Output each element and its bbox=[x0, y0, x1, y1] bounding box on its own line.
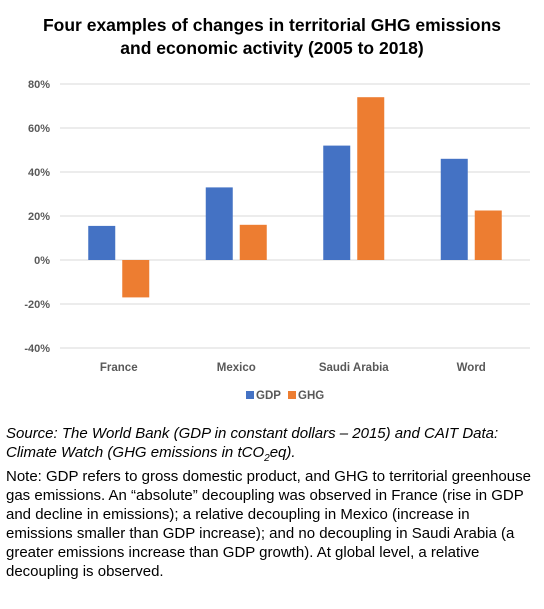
bar-ghg-france bbox=[122, 260, 150, 298]
legend-label-gdp: GDP bbox=[256, 390, 281, 402]
legend-swatch-gdp bbox=[246, 391, 254, 399]
y-tick-label: 60% bbox=[28, 123, 50, 135]
source-note: Source: The World Bank (GDP in constant … bbox=[6, 424, 536, 464]
source-suffix: eq). bbox=[269, 444, 296, 461]
y-axis-tick-labels: -40% -20% 0% 20% 40% 60% 80% bbox=[24, 79, 50, 355]
bar-gdp-saudi-arabia bbox=[323, 145, 351, 260]
y-tick-label: -40% bbox=[24, 343, 50, 355]
y-tick-label: 80% bbox=[28, 79, 50, 91]
explanatory-note: Note: GDP refers to gross domestic produ… bbox=[6, 468, 531, 580]
x-category-label: Mexico bbox=[217, 362, 256, 374]
chart-title-line-1: Four examples of changes in territorial … bbox=[42, 15, 502, 35]
x-category-label: Word bbox=[457, 362, 486, 374]
y-tick-label: 20% bbox=[28, 211, 50, 223]
bar-ghg-saudi-arabia bbox=[357, 97, 385, 260]
chart-title-line-2: and economic activity (2005 to 2018) bbox=[120, 38, 424, 58]
bars bbox=[88, 97, 502, 298]
legend-label-ghg: GHG bbox=[298, 390, 324, 402]
bar-gdp-mexico bbox=[205, 187, 233, 260]
bar-chart: -40% -20% 0% 20% 40% 60% 80% France Mexico Saudi… bbox=[24, 79, 530, 402]
bar-gdp-france bbox=[88, 225, 116, 260]
x-category-label: France bbox=[100, 362, 138, 374]
bar-ghg-mexico bbox=[239, 224, 267, 260]
x-category-label: Saudi Arabia bbox=[319, 362, 389, 374]
y-tick-label: 0% bbox=[34, 255, 50, 267]
chart-title: Four examples of changes in territorial … bbox=[0, 14, 544, 60]
y-tick-label: 40% bbox=[28, 167, 50, 179]
source-text: Source: The World Bank (GDP in constant … bbox=[6, 425, 499, 461]
y-tick-label: -20% bbox=[24, 299, 50, 311]
bar-ghg-word bbox=[474, 210, 502, 260]
bar-gdp-word bbox=[440, 158, 468, 260]
x-axis-category-labels: France Mexico Saudi Arabia Word bbox=[100, 362, 486, 374]
source-subscript: 2 bbox=[264, 453, 270, 464]
legend-swatch-ghg bbox=[288, 391, 296, 399]
legend: GDP GHG bbox=[246, 390, 324, 402]
